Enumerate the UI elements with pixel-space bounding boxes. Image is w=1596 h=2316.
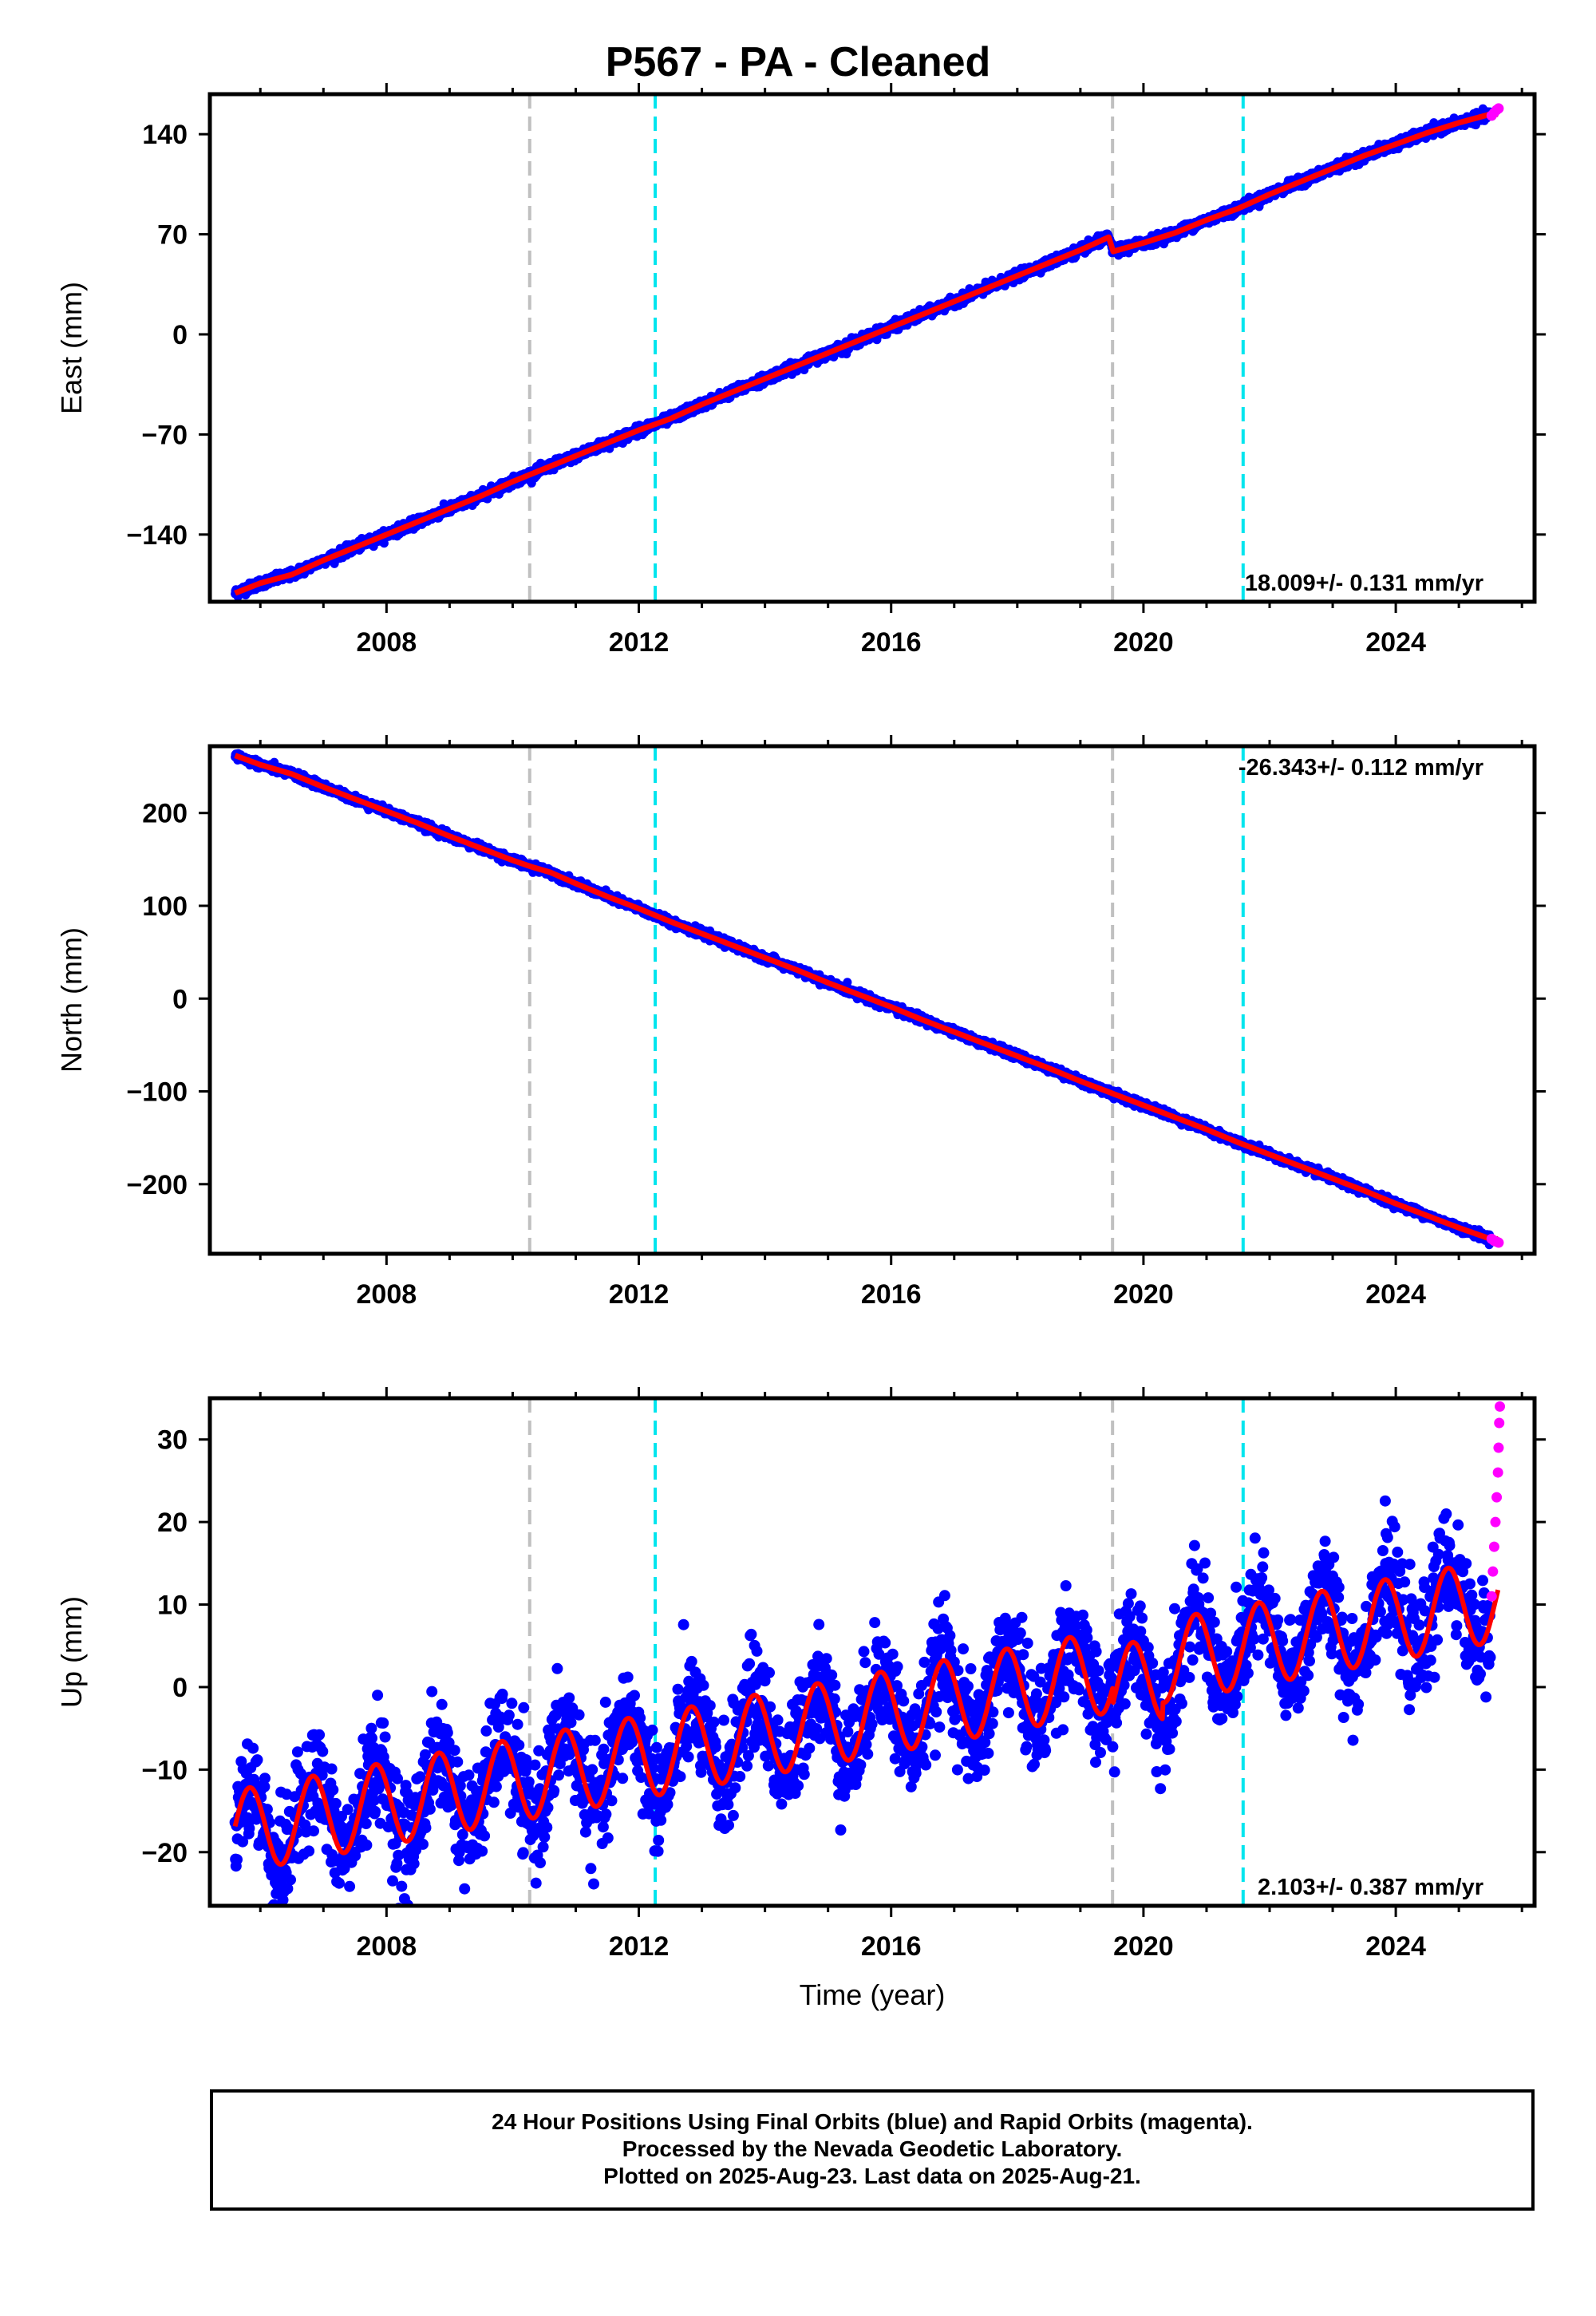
x-tick-label: 2008 (357, 627, 417, 658)
velocity-rate-label: 18.009+/- 0.131 mm/yr (1245, 571, 1483, 596)
y-axis-label: East (mm) (55, 282, 88, 414)
x-tick-label: 2024 (1365, 627, 1426, 658)
north-panel: 2008 2012 2016 2020 2024−200−1000100200North… (55, 735, 1546, 1310)
x-tick-label: 2020 (1113, 627, 1174, 658)
y-tick-label: 140 (142, 120, 188, 150)
y-tick-label: 70 (157, 220, 188, 251)
y-tick-label: −70 (141, 420, 188, 450)
rapid-orbit-point (1493, 103, 1504, 114)
y-tick-label: 0 (172, 320, 188, 350)
east-panel: 2008 2012 2016 2020 2024 −140 −70 0 70 140 East (m… (55, 83, 1546, 658)
x-tick-label: 2016 (861, 627, 922, 658)
x-tick-label: 2012 (609, 627, 670, 658)
rapid-orbit-points (1486, 103, 1504, 121)
y-tick-label: −140 (126, 520, 188, 551)
